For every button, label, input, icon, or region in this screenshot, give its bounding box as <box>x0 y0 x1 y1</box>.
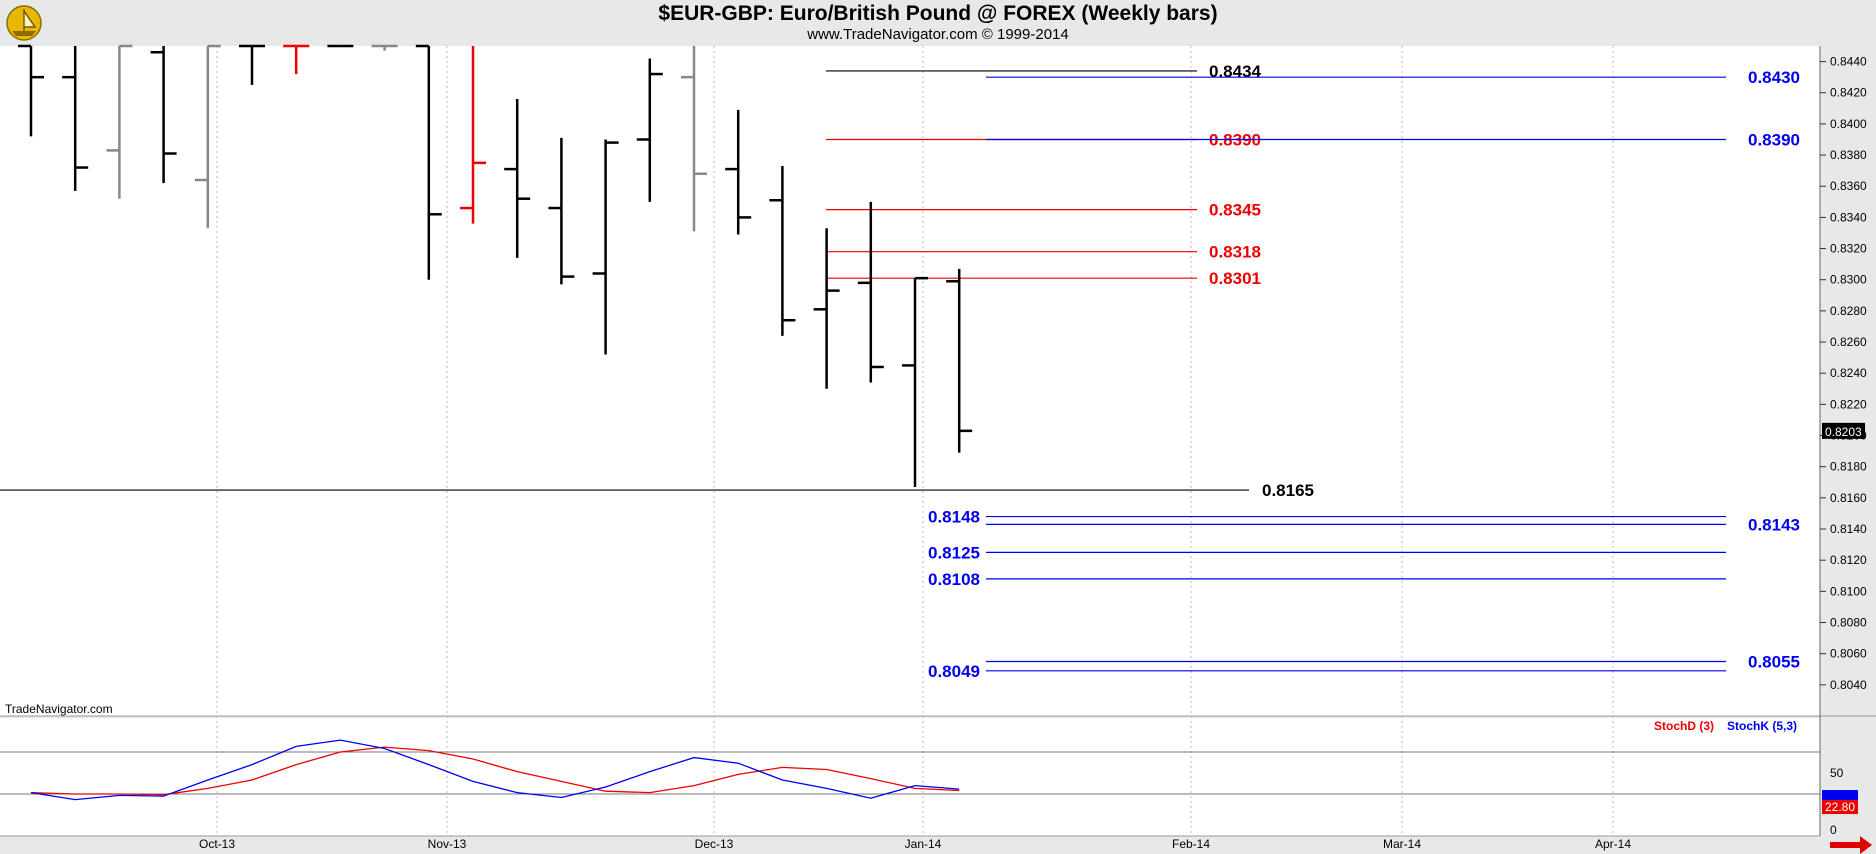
stoch-tick-label: 0 <box>1830 823 1837 837</box>
ohlc-bar <box>857 201 884 383</box>
level-label: 0.8108 <box>928 570 980 589</box>
stoch-series-line <box>30 739 960 801</box>
level-label: 0.8143 <box>1748 515 1800 534</box>
price-tick-label: 0.8400 <box>1830 117 1867 131</box>
stoch-tick-label: 50 <box>1830 766 1844 780</box>
ohlc-bar <box>548 137 575 285</box>
price-tick-label: 0.8300 <box>1830 273 1867 287</box>
price-tick-label: 0.8080 <box>1830 616 1867 630</box>
ohlc-bar <box>371 44 398 51</box>
stoch-last-badge-red <box>1822 800 1858 815</box>
last-price-label: 0.8203 <box>1825 425 1862 439</box>
x-axis-label: Dec-13 <box>695 837 734 851</box>
chart-subtitle: www.TradeNavigator.com © 1999-2014 <box>807 26 1069 43</box>
ohlc-bar <box>769 165 796 336</box>
last-price-badge <box>1822 422 1865 439</box>
watermark: TradeNavigator.com <box>5 702 113 716</box>
ohlc-bar <box>902 276 928 487</box>
ohlc-bar <box>460 46 486 224</box>
chart-header: $EUR-GBP: Euro/British Pound @ FOREX (We… <box>0 0 1876 46</box>
price-tick-label: 0.8060 <box>1830 647 1867 661</box>
price-tick-label: 0.8340 <box>1830 210 1867 224</box>
level-label: 0.8049 <box>928 662 980 681</box>
x-axis-label: Jan-14 <box>905 837 942 851</box>
level-label: 0.8430 <box>1748 68 1800 87</box>
stoch-legend-label: StochK (5,3) <box>1727 719 1797 733</box>
price-tick-label: 0.8260 <box>1830 335 1867 349</box>
price-tick-label: 0.8240 <box>1830 366 1867 380</box>
ohlc-bar <box>415 44 442 280</box>
price-tick-label: 0.8140 <box>1830 522 1867 536</box>
level-label: 0.8434 <box>1209 62 1262 81</box>
level-label: 0.8165 <box>1262 481 1314 500</box>
price-tick-label: 0.8180 <box>1830 460 1867 474</box>
level-label: 0.8390 <box>1748 130 1800 149</box>
ohlc-bar <box>681 46 707 232</box>
ohlc-bar <box>283 44 310 75</box>
price-tick-label: 0.8160 <box>1830 491 1867 505</box>
price-tick-label: 0.8120 <box>1830 553 1867 567</box>
x-axis-label: Apr-14 <box>1595 837 1631 851</box>
stoch-legend-label: StochD (3) <box>1654 719 1714 733</box>
level-label: 0.8318 <box>1209 243 1261 262</box>
price-tick-label: 0.8320 <box>1830 242 1867 256</box>
ohlc-bar <box>18 44 44 137</box>
price-tick-label: 0.8380 <box>1830 148 1867 162</box>
level-label: 0.8125 <box>928 543 980 562</box>
level-label: 0.8055 <box>1748 652 1800 671</box>
ohlc-bar <box>62 46 89 191</box>
ohlc-bar <box>194 44 221 229</box>
price-tick-label: 0.8360 <box>1830 179 1867 193</box>
stoch-series-line <box>30 746 960 796</box>
price-tick-label: 0.8280 <box>1830 304 1867 318</box>
scroll-right-arrow-icon <box>1830 836 1872 854</box>
price-tick-label: 0.8100 <box>1830 584 1867 598</box>
ohlc-bar <box>636 58 663 202</box>
tradenavigator-logo-icon <box>6 5 42 41</box>
price-tick-label: 0.8220 <box>1830 397 1867 411</box>
ohlc-bar <box>813 228 840 389</box>
stoch-last-badge-blue <box>1822 790 1858 801</box>
price-tick-label: 0.8040 <box>1830 678 1867 692</box>
ohlc-bar <box>106 44 133 199</box>
price-tick-label: 0.8440 <box>1830 55 1867 69</box>
ohlc-bar <box>725 109 752 235</box>
chart-title: $EUR-GBP: Euro/British Pound @ FOREX (We… <box>658 2 1218 25</box>
stochastic-panel <box>0 718 1820 836</box>
x-axis-label: Mar-14 <box>1383 837 1421 851</box>
level-label: 0.8301 <box>1209 269 1261 288</box>
level-label: 0.8148 <box>928 508 980 527</box>
ohlc-bar <box>150 46 177 184</box>
level-label: 0.8345 <box>1209 201 1261 220</box>
ohlc-bar <box>239 44 265 85</box>
ohlc-bar <box>592 139 619 355</box>
stoch-last-value: 22.80 <box>1825 800 1855 814</box>
price-tick-label: 0.8420 <box>1830 86 1867 100</box>
ohlc-bar <box>504 98 531 258</box>
x-axis-label: Feb-14 <box>1172 837 1210 851</box>
x-axis-label: Nov-13 <box>428 837 467 851</box>
ohlc-bar <box>946 268 973 453</box>
price-panel <box>0 46 1820 716</box>
x-axis-label: Oct-13 <box>199 837 235 851</box>
